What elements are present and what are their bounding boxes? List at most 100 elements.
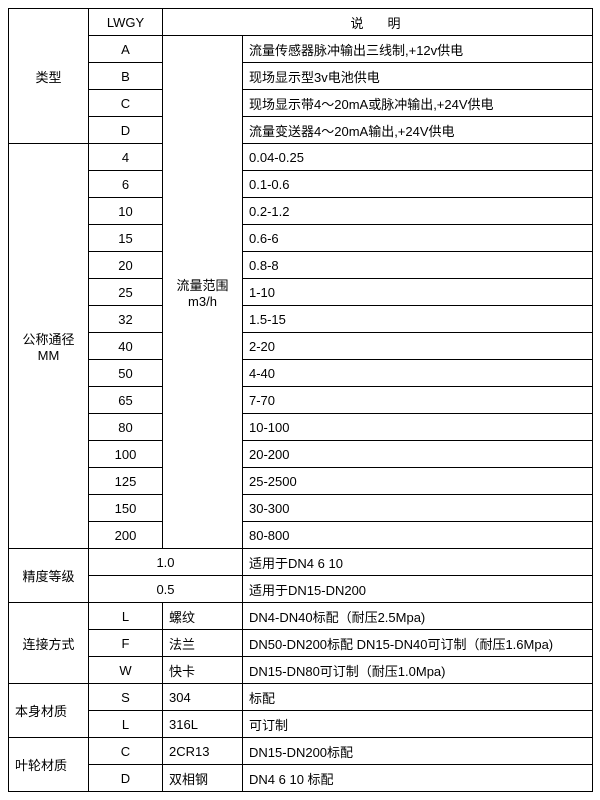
- dn-size: 40: [89, 333, 163, 360]
- table-row: F 法兰 DN50-DN200标配 DN15-DN40可订制（耐压1.6Mpa): [9, 630, 593, 657]
- type-code: B: [89, 63, 163, 90]
- table-row: 200 80-800: [9, 522, 593, 549]
- dn-l2: MM: [13, 348, 84, 363]
- dn-range: 25-2500: [243, 468, 593, 495]
- dn-range: 80-800: [243, 522, 593, 549]
- type-label: 类型: [9, 9, 89, 144]
- type-desc: 现场显示型3v电池供电: [243, 63, 593, 90]
- table-row: 504-40: [9, 360, 593, 387]
- conn-name: 法兰: [163, 630, 243, 657]
- dn-size: 200: [89, 522, 163, 549]
- table-row: 20 0.8-8: [9, 252, 593, 279]
- table-row: D 流量变送器4～20mA输出,+24V供电: [9, 117, 593, 144]
- dn-range: 10-100: [243, 414, 593, 441]
- table-row: 40 2-20: [9, 333, 593, 360]
- range-l2: m3/h: [167, 294, 238, 309]
- table-row: 精度等级 1.0 适用于DN4 6 10: [9, 549, 593, 576]
- dn-range: 1.5-15: [243, 306, 593, 333]
- dn-range: 0.2-1.2: [243, 198, 593, 225]
- range-l1: 流量范围: [167, 275, 238, 294]
- table-row: 连接方式 L 螺纹 DN4-DN40标配（耐压2.5Mpa): [9, 603, 593, 630]
- dn-range: 1-10: [243, 279, 593, 306]
- spec-table: 类型 LWGY 说明 A 流量范围 m3/h 流量传感器脉冲输出三线制,+12v…: [8, 8, 593, 792]
- type-code: A: [89, 36, 163, 63]
- dn-range: 7-70: [243, 387, 593, 414]
- dn-range: 2-20: [243, 333, 593, 360]
- impeller-label: 叶轮材质: [9, 738, 89, 792]
- conn-desc: DN4-DN40标配（耐压2.5Mpa): [243, 603, 593, 630]
- impeller-name: 双相钢: [163, 765, 243, 792]
- dn-size: 125: [89, 468, 163, 495]
- table-row: 150.6-6: [9, 225, 593, 252]
- body-code: S: [89, 684, 163, 711]
- conn-code: F: [89, 630, 163, 657]
- dn-size: 15: [89, 225, 163, 252]
- body-name: 316L: [163, 711, 243, 738]
- impeller-code: C: [89, 738, 163, 765]
- accuracy-desc: 适用于DN4 6 10: [243, 549, 593, 576]
- table-row: 0.5 适用于DN15-DN200: [9, 576, 593, 603]
- conn-desc: DN15-DN80可订制（耐压1.0Mpa): [243, 657, 593, 684]
- table-row: 公称通径 MM 4 0.04-0.25: [9, 144, 593, 171]
- impeller-desc: DN15-DN200标配: [243, 738, 593, 765]
- type-code: D: [89, 117, 163, 144]
- dn-size: 10: [89, 198, 163, 225]
- dn-size: 6: [89, 171, 163, 198]
- body-desc: 可订制: [243, 711, 593, 738]
- conn-name: 螺纹: [163, 603, 243, 630]
- body-code: L: [89, 711, 163, 738]
- type-desc: 流量变送器4～20mA输出,+24V供电: [243, 117, 593, 144]
- dn-range: 0.04-0.25: [243, 144, 593, 171]
- conn-desc: DN50-DN200标配 DN15-DN40可订制（耐压1.6Mpa): [243, 630, 593, 657]
- impeller-desc: DN4 6 10 标配: [243, 765, 593, 792]
- table-row: 类型 LWGY 说明: [9, 9, 593, 36]
- dn-range: 30-300: [243, 495, 593, 522]
- dn-size: 150: [89, 495, 163, 522]
- type-desc: 现场显示带4～20mA或脉冲输出,+24V供电: [243, 90, 593, 117]
- conn-code: W: [89, 657, 163, 684]
- type-desc: 流量传感器脉冲输出三线制,+12v供电: [243, 36, 593, 63]
- table-row: D 双相钢 DN4 6 10 标配: [9, 765, 593, 792]
- conn-label: 连接方式: [9, 603, 89, 684]
- table-row: 80 10-100: [9, 414, 593, 441]
- dn-label: 公称通径 MM: [9, 144, 89, 549]
- impeller-code: D: [89, 765, 163, 792]
- type-code: C: [89, 90, 163, 117]
- table-row: L 316L 可订制: [9, 711, 593, 738]
- dn-range: 0.8-8: [243, 252, 593, 279]
- accuracy-val: 0.5: [89, 576, 243, 603]
- table-row: 32 1.5-15: [9, 306, 593, 333]
- table-row: 100 20-200: [9, 441, 593, 468]
- dn-size: 80: [89, 414, 163, 441]
- accuracy-label: 精度等级: [9, 549, 89, 603]
- table-row: B 现场显示型3v电池供电: [9, 63, 593, 90]
- dn-size: 65: [89, 387, 163, 414]
- table-row: W 快卡 DN15-DN80可订制（耐压1.0Mpa): [9, 657, 593, 684]
- table-row: 6 0.1-0.6: [9, 171, 593, 198]
- table-row: 125 25-2500: [9, 468, 593, 495]
- table-row: A 流量范围 m3/h 流量传感器脉冲输出三线制,+12v供电: [9, 36, 593, 63]
- body-label: 本身材质: [9, 684, 89, 738]
- dn-size: 100: [89, 441, 163, 468]
- body-name: 304: [163, 684, 243, 711]
- dn-size: 32: [89, 306, 163, 333]
- dn-range: 20-200: [243, 441, 593, 468]
- accuracy-desc: 适用于DN15-DN200: [243, 576, 593, 603]
- table-row: 25 1-10: [9, 279, 593, 306]
- table-row: 65 7-70: [9, 387, 593, 414]
- dn-size: 25: [89, 279, 163, 306]
- dn-size: 50: [89, 360, 163, 387]
- dn-size: 20: [89, 252, 163, 279]
- conn-code: L: [89, 603, 163, 630]
- conn-name: 快卡: [163, 657, 243, 684]
- accuracy-val: 1.0: [89, 549, 243, 576]
- header-desc: 说明: [163, 9, 593, 36]
- dn-range: 0.1-0.6: [243, 171, 593, 198]
- table-row: C 现场显示带4～20mA或脉冲输出,+24V供电: [9, 90, 593, 117]
- dn-size: 4: [89, 144, 163, 171]
- impeller-name: 2CR13: [163, 738, 243, 765]
- body-desc: 标配: [243, 684, 593, 711]
- table-row: 10 0.2-1.2: [9, 198, 593, 225]
- table-row: 叶轮材质 C 2CR13 DN15-DN200标配: [9, 738, 593, 765]
- dn-l1: 公称通径: [13, 329, 84, 348]
